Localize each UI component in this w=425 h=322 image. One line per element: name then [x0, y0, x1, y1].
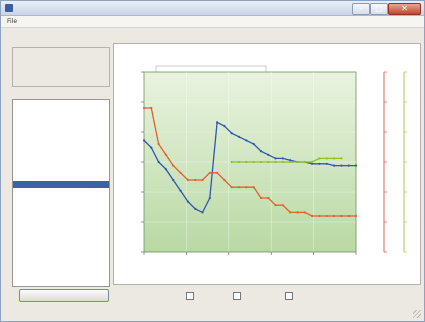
maximize-icon: □: [375, 4, 383, 13]
close-button[interactable]: ✕: [388, 3, 421, 15]
list-item[interactable]: [13, 181, 109, 188]
series-line-2: [144, 107, 356, 217]
minimize-button[interactable]: –: [352, 3, 370, 15]
list-item[interactable]: [13, 125, 109, 132]
list-item[interactable]: [13, 153, 109, 160]
info-box: [12, 47, 110, 87]
recording-list[interactable]: [12, 99, 110, 287]
line-chart: [141, 65, 407, 255]
list-item[interactable]: [13, 118, 109, 125]
option-checkbox-3[interactable]: [285, 292, 293, 300]
list-item[interactable]: [13, 111, 109, 118]
app-icon: [5, 4, 13, 12]
list-item[interactable]: [13, 160, 109, 167]
title-bar[interactable]: – □ ✕: [1, 1, 424, 16]
series-line-1: [143, 121, 356, 214]
chart-panel: [113, 43, 421, 285]
menu-bar: File: [1, 16, 424, 28]
list-item[interactable]: [13, 139, 109, 146]
list-item[interactable]: [13, 104, 109, 111]
bottom-button[interactable]: [19, 289, 109, 302]
series-line-3: [231, 157, 342, 163]
maximize-button[interactable]: □: [370, 3, 388, 15]
minimize-icon: –: [359, 4, 363, 13]
resize-grip[interactable]: [413, 310, 421, 318]
list-item[interactable]: [13, 174, 109, 181]
close-icon: ✕: [401, 4, 408, 13]
list-item[interactable]: [13, 132, 109, 139]
option-checkbox-2[interactable]: [233, 292, 241, 300]
option-checkbox-1[interactable]: [186, 292, 194, 300]
menu-file[interactable]: File: [7, 18, 18, 25]
left-pane: [10, 39, 112, 287]
list-item[interactable]: [13, 146, 109, 153]
list-item[interactable]: [13, 167, 109, 174]
